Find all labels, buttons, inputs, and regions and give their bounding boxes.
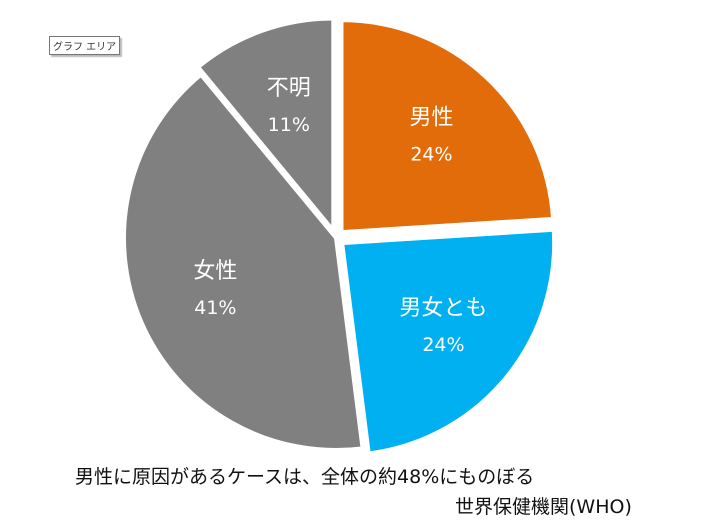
pie-slice-1[interactable] [339, 227, 557, 456]
slice-value-label: 24% [410, 143, 452, 165]
slice-value-label: 41% [194, 297, 236, 319]
chart-caption: 男性に原因があるケースは、全体の約48%にものぼる [75, 466, 535, 488]
slice-category-label: 不明 [267, 76, 311, 101]
pie-slice-3[interactable] [195, 16, 336, 237]
slice-category-label: 男性 [409, 105, 453, 130]
slice-category-label: 女性 [193, 259, 237, 284]
pie-slice-0[interactable] [339, 18, 556, 235]
pie-slice-2[interactable] [122, 71, 365, 452]
chart-area-tooltip: グラフ エリア [49, 36, 121, 55]
slice-value-label: 24% [422, 334, 464, 356]
slice-value-label: 11% [268, 114, 310, 136]
slice-category-label: 男女とも [399, 296, 487, 321]
source-label: 世界保健機関(WHO) [455, 496, 632, 518]
